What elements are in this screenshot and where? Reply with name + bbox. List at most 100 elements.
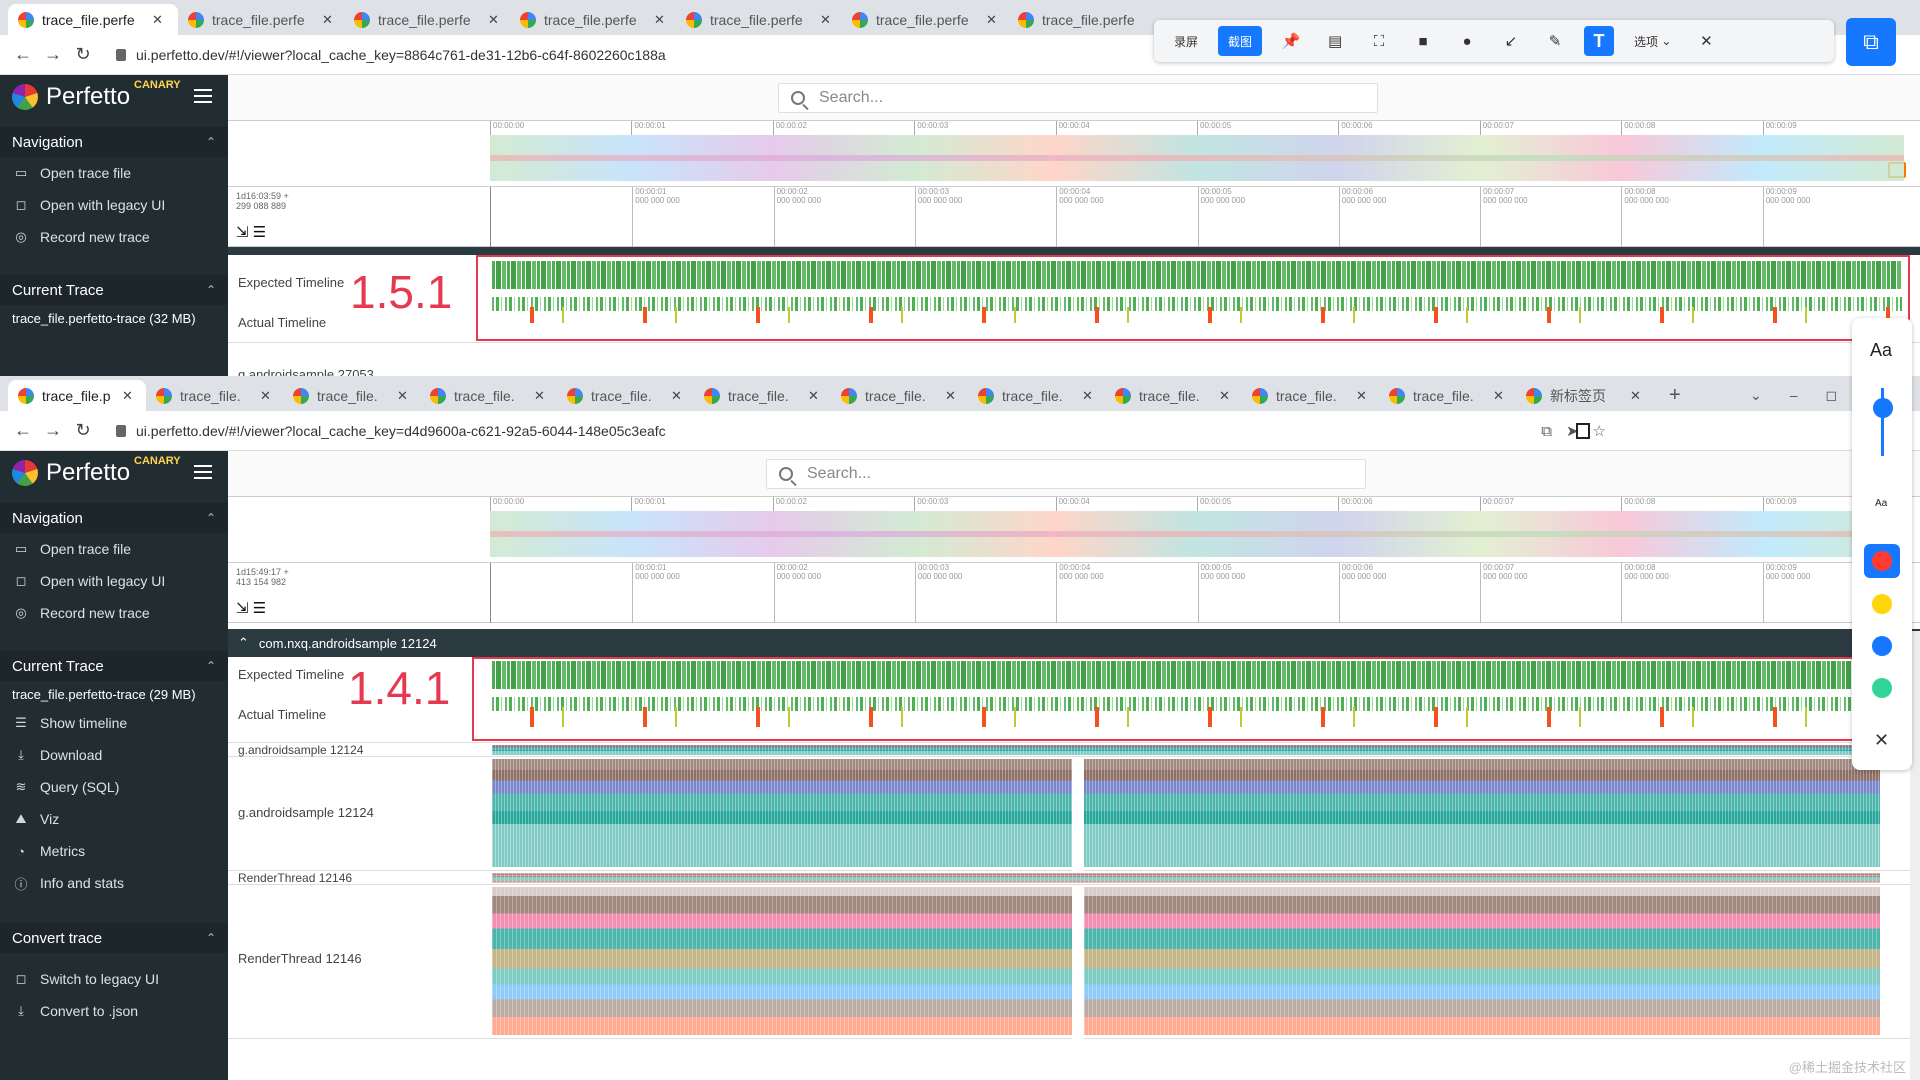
sidebar-item-query[interactable]: ≋ Query (SQL) [0,771,228,803]
tab[interactable]: trace_file.perfe ✕ [676,4,842,35]
overview-heatmap[interactable] [490,511,1904,557]
tab[interactable]: trace_file. ✕ [1242,380,1379,411]
scrollbar[interactable] [1910,631,1920,1080]
tab[interactable]: trace_file. ✕ [1105,380,1242,411]
ocr-icon[interactable]: ⛶ [1373,32,1385,50]
chevron-up-icon[interactable]: ⌃ [205,283,216,297]
text-tool-icon[interactable]: T [1584,26,1615,56]
close-tab-icon[interactable]: ✕ [654,11,665,27]
sidebar-item-record[interactable]: ◎ Record new trace [0,221,228,253]
section-convert-trace[interactable]: Convert trace ⌃ [0,923,228,953]
sidebar-item-legacy-ui[interactable]: ◻ Open with legacy UI [0,189,228,221]
close-tab-icon[interactable]: ✕ [986,11,997,27]
url-text[interactable]: ui.perfetto.dev/#!/viewer?local_cache_ke… [136,46,666,63]
render-thread-slices[interactable] [492,887,1880,1035]
close-icon[interactable]: ✕ [1700,33,1713,50]
close-tab-icon[interactable]: ✕ [1082,387,1093,403]
sidebar-item-open-trace[interactable]: ▭ Open trace file [0,157,228,189]
main-thread-summary-track[interactable]: g.androidsample 12124 [228,743,1920,757]
tab[interactable]: trace_file. ✕ [968,380,1105,411]
capture-button[interactable]: 截图 [1218,26,1263,56]
tab[interactable]: trace_file.p ✕ [8,380,146,411]
close-tab-icon[interactable]: ✕ [820,11,831,27]
font-size-slider-knob[interactable] [1873,398,1893,418]
pen-icon[interactable]: ✎ [1548,33,1562,50]
circle-icon[interactable]: ● [1462,32,1472,50]
tab[interactable]: trace_file.perfe [1008,4,1158,35]
color-red[interactable] [1872,551,1892,571]
collapse-controls[interactable]: ⇲ ☰ [236,600,267,617]
reload-icon[interactable]: ↻ [75,420,91,440]
janky-frames[interactable] [492,707,1870,727]
color-yellow[interactable] [1872,594,1892,614]
color-blue[interactable] [1872,636,1892,656]
process-header[interactable]: ⌃ com.nxq.androidsample 12124 [228,629,1920,657]
sidebar-item-record[interactable]: ◎ Record new trace [0,597,228,629]
new-tab-button[interactable]: + [1669,384,1681,406]
close-tab-icon[interactable]: ✕ [397,387,408,403]
janky-frames[interactable] [492,307,1902,323]
sidebar-item-legacy-ui[interactable]: ◻ Open with legacy UI [0,565,228,597]
font-size-slider[interactable] [1881,388,1884,456]
section-current-trace[interactable]: Current Trace ⌃ [0,275,228,305]
tab[interactable]: trace_file. ✕ [146,380,283,411]
chevron-up-icon[interactable]: ⌃ [238,635,249,650]
main-thread-track[interactable]: g.androidsample 12124 [228,757,1920,871]
tab[interactable]: 新标签页 ✕ [1516,380,1653,411]
section-navigation[interactable]: Navigation ⌃ [0,503,228,533]
pin-icon[interactable]: 📌 [1281,33,1301,50]
close-tab-icon[interactable]: ✕ [1356,387,1367,403]
tab[interactable]: trace_file.perfe ✕ [510,4,676,35]
expected-frames[interactable] [492,661,1870,689]
tab[interactable]: trace_file.perfe ✕ [178,4,344,35]
chevron-up-icon[interactable]: ⌃ [205,135,216,149]
close-tab-icon[interactable]: ✕ [671,387,682,403]
frame-timeline-tracks[interactable]: Expected Timeline Actual Timeline 1.4.1 [228,657,1920,743]
tab[interactable]: trace_file.perfe ✕ [344,4,510,35]
tab[interactable]: trace_file. ✕ [283,380,420,411]
sidebar-item-open-trace[interactable]: ▭ Open trace file [0,533,228,565]
chevron-up-icon[interactable]: ⌃ [205,511,216,525]
sidebar-item-info[interactable]: ⓘ Info and stats [0,867,228,899]
chevron-up-icon[interactable]: ⌃ [205,931,216,945]
sidebar-item-download[interactable]: ⤓ Download [0,739,228,771]
sidebar-item-metrics[interactable]: ◔ Metrics [0,835,228,867]
reload-icon[interactable]: ↻ [75,44,91,64]
sidebar-item-show-timeline[interactable]: ☰ Show timeline [0,707,228,739]
arrow-icon[interactable]: ↙ [1504,33,1518,50]
overview-heatmap[interactable] [490,135,1904,181]
back-arrow-icon[interactable]: ← [14,44,32,64]
back-arrow-icon[interactable]: ← [14,420,32,440]
close-tab-icon[interactable]: ✕ [945,387,956,403]
main-thread-summary[interactable] [492,745,1880,755]
overview-timeline[interactable]: 00:00:00 00:00:01 00:00:02 00:00:03 00:00:04… [228,121,1920,187]
tab[interactable]: trace_file. ✕ [831,380,968,411]
close-tab-icon[interactable]: ✕ [260,387,271,403]
search-input[interactable]: Search... [778,83,1378,113]
tab[interactable]: trace_file. ✕ [420,380,557,411]
font-size-large[interactable]: Aa [1870,340,1893,360]
sidepanel-icon[interactable] [1576,422,1590,439]
tab[interactable]: trace_file.perfe ✕ [842,4,1008,35]
forward-arrow-icon[interactable]: → [44,44,62,64]
options-dropdown[interactable]: 选项 ⌄ [1634,34,1672,49]
close-tab-icon[interactable]: ✕ [122,387,133,403]
overview-timeline[interactable]: 00:00:00 00:00:01 00:00:02 00:00:03 00:00:04… [228,497,1920,563]
chevron-up-icon[interactable]: ⌃ [205,659,216,673]
hamburger-menu-icon[interactable] [194,465,212,479]
section-current-trace[interactable]: Current Trace ⌃ [0,651,228,681]
trash-icon[interactable]: ▤ [1327,33,1343,50]
tab[interactable]: trace_file.perfe ✕ [8,4,178,35]
color-green[interactable] [1872,678,1892,698]
section-navigation[interactable]: Navigation ⌃ [0,127,228,157]
main-thread-slices[interactable] [492,759,1880,867]
rectangle-icon[interactable]: ■ [1418,32,1428,50]
url-text[interactable]: ui.perfetto.dev/#!/viewer?local_cache_ke… [136,422,666,439]
tab[interactable]: trace_file. ✕ [557,380,694,411]
close-tab-icon[interactable]: ✕ [322,11,333,27]
close-tab-icon[interactable]: ✕ [1630,387,1641,403]
close-tab-icon[interactable]: ✕ [534,387,545,403]
tab[interactable]: trace_file. ✕ [694,380,831,411]
sidebar-item-viz[interactable]: ⛰ Viz [0,803,228,835]
close-tab-icon[interactable]: ✕ [488,11,499,27]
